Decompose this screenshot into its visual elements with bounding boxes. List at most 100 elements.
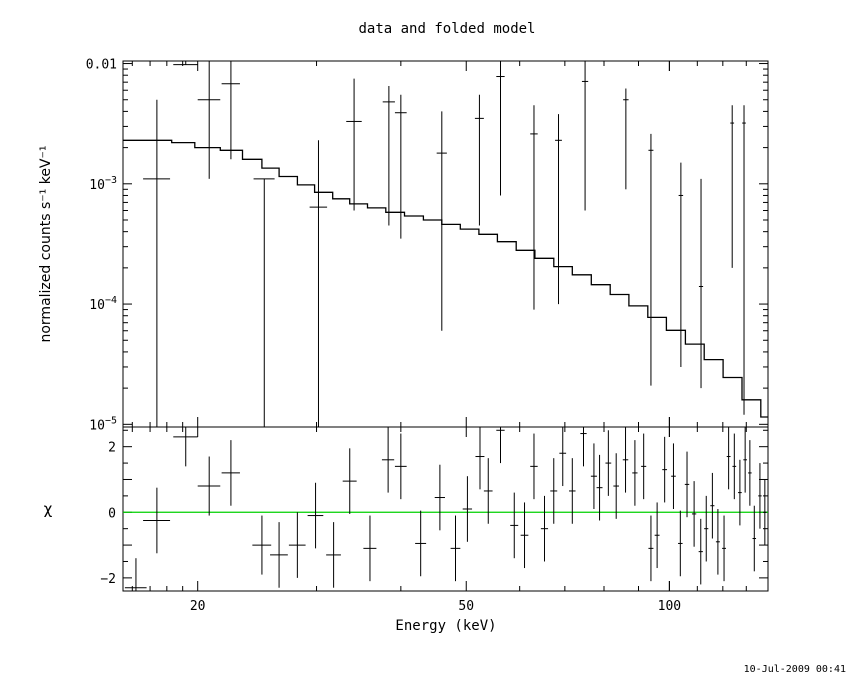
data-points xyxy=(143,61,746,427)
data-point xyxy=(346,78,362,211)
residual-point xyxy=(654,502,660,569)
residual-point xyxy=(221,440,240,506)
data-point xyxy=(742,105,746,415)
residual-point xyxy=(496,427,505,464)
residual-point xyxy=(342,448,357,514)
residual-point xyxy=(726,427,731,490)
data-point xyxy=(698,178,704,389)
residual-point xyxy=(363,515,377,582)
bottom-panel-frame xyxy=(122,426,769,592)
residual-point xyxy=(743,427,747,493)
chart-title: data and folded model xyxy=(358,21,535,37)
top-x-axis xyxy=(131,61,769,427)
residual-point xyxy=(752,505,757,572)
residual-point xyxy=(715,509,720,575)
data-point xyxy=(309,140,328,427)
residual-point xyxy=(530,433,538,500)
top-panel-frame xyxy=(122,60,769,428)
residual-point xyxy=(732,433,737,500)
residual-point xyxy=(124,558,147,591)
x-tick-label: 20 xyxy=(190,599,206,614)
residual-point xyxy=(590,443,597,509)
residual-point xyxy=(641,433,647,500)
y-tick-label-base: 10 xyxy=(89,418,105,433)
y-tick-label: 10−5 xyxy=(89,415,117,433)
y-tick-label-exponent: −4 xyxy=(105,295,117,306)
residual-point xyxy=(288,512,306,578)
data-point xyxy=(143,99,171,427)
residual-point xyxy=(763,479,767,546)
residual-point xyxy=(520,502,529,569)
timestamp: 10-Jul-2009 00:41 xyxy=(744,664,846,675)
residual-point xyxy=(722,515,726,582)
top-y-axis-label: normalized counts s⁻¹ keV⁻¹ xyxy=(38,145,54,342)
residual-point xyxy=(605,430,612,496)
data-point xyxy=(581,61,589,211)
data-point xyxy=(436,111,447,331)
residual-point xyxy=(143,487,171,554)
y-tick-label: 0 xyxy=(108,506,116,521)
data-point xyxy=(623,88,629,190)
y-tick-label-exponent: −5 xyxy=(105,415,117,426)
bottom-y-axis-label: χ xyxy=(44,500,53,518)
residual-point xyxy=(475,427,485,490)
residual-point xyxy=(738,459,742,526)
residual-point xyxy=(748,440,752,506)
residual-point xyxy=(483,458,493,524)
data-point xyxy=(173,61,198,66)
residual-point xyxy=(173,427,198,467)
residual-point xyxy=(632,440,638,506)
x-tick-label: 100 xyxy=(658,599,681,614)
y-tick-label: 10−3 xyxy=(89,175,117,193)
y-tick-label: −2 xyxy=(100,572,116,587)
residual-point xyxy=(450,515,461,582)
residual-point xyxy=(758,463,762,529)
model-step-line xyxy=(123,139,768,418)
data-point xyxy=(253,178,275,427)
y-tick-label-exponent: −3 xyxy=(105,175,117,186)
residual-point xyxy=(252,515,272,575)
x-axis-label: Energy (keV) xyxy=(395,618,496,634)
residual-point xyxy=(648,515,654,582)
y-tick-label: 10−4 xyxy=(89,295,117,313)
residual-point xyxy=(462,476,473,542)
residual-point xyxy=(270,522,288,588)
residual-point xyxy=(569,458,576,524)
residual-point xyxy=(394,433,407,500)
residual-point xyxy=(698,518,703,585)
residual-point xyxy=(381,427,395,493)
data-point xyxy=(555,114,562,305)
data-point xyxy=(221,61,240,160)
y-tick-label: 2 xyxy=(108,441,116,456)
residual-point xyxy=(613,453,619,519)
residual-point xyxy=(307,482,324,549)
residual-point xyxy=(510,492,519,559)
residual-point xyxy=(415,510,427,577)
residual-point xyxy=(580,427,587,467)
residual-point xyxy=(704,495,709,562)
folded-model xyxy=(123,139,768,418)
residual-point xyxy=(559,427,567,487)
y-tick-label-base: 10 xyxy=(89,298,105,313)
residual-point xyxy=(662,436,668,503)
residual-point xyxy=(691,481,697,547)
residual-point xyxy=(326,522,341,588)
residual-point xyxy=(710,472,715,539)
residual-point xyxy=(622,427,629,493)
residual-point xyxy=(684,451,690,518)
bottom-y-axis: 2 0 −2 xyxy=(100,429,768,587)
residual-point xyxy=(596,454,603,521)
residual-point xyxy=(678,510,683,577)
residual-point xyxy=(434,464,445,531)
residual-point xyxy=(550,458,558,524)
y-tick-label-base: 10 xyxy=(89,178,105,193)
data-point xyxy=(678,162,684,367)
residual-points xyxy=(124,427,767,591)
data-point xyxy=(648,133,654,386)
bottom-x-axis: 20 50 100 xyxy=(131,427,769,614)
x-tick-label: 50 xyxy=(458,599,474,614)
data-point xyxy=(474,94,484,226)
